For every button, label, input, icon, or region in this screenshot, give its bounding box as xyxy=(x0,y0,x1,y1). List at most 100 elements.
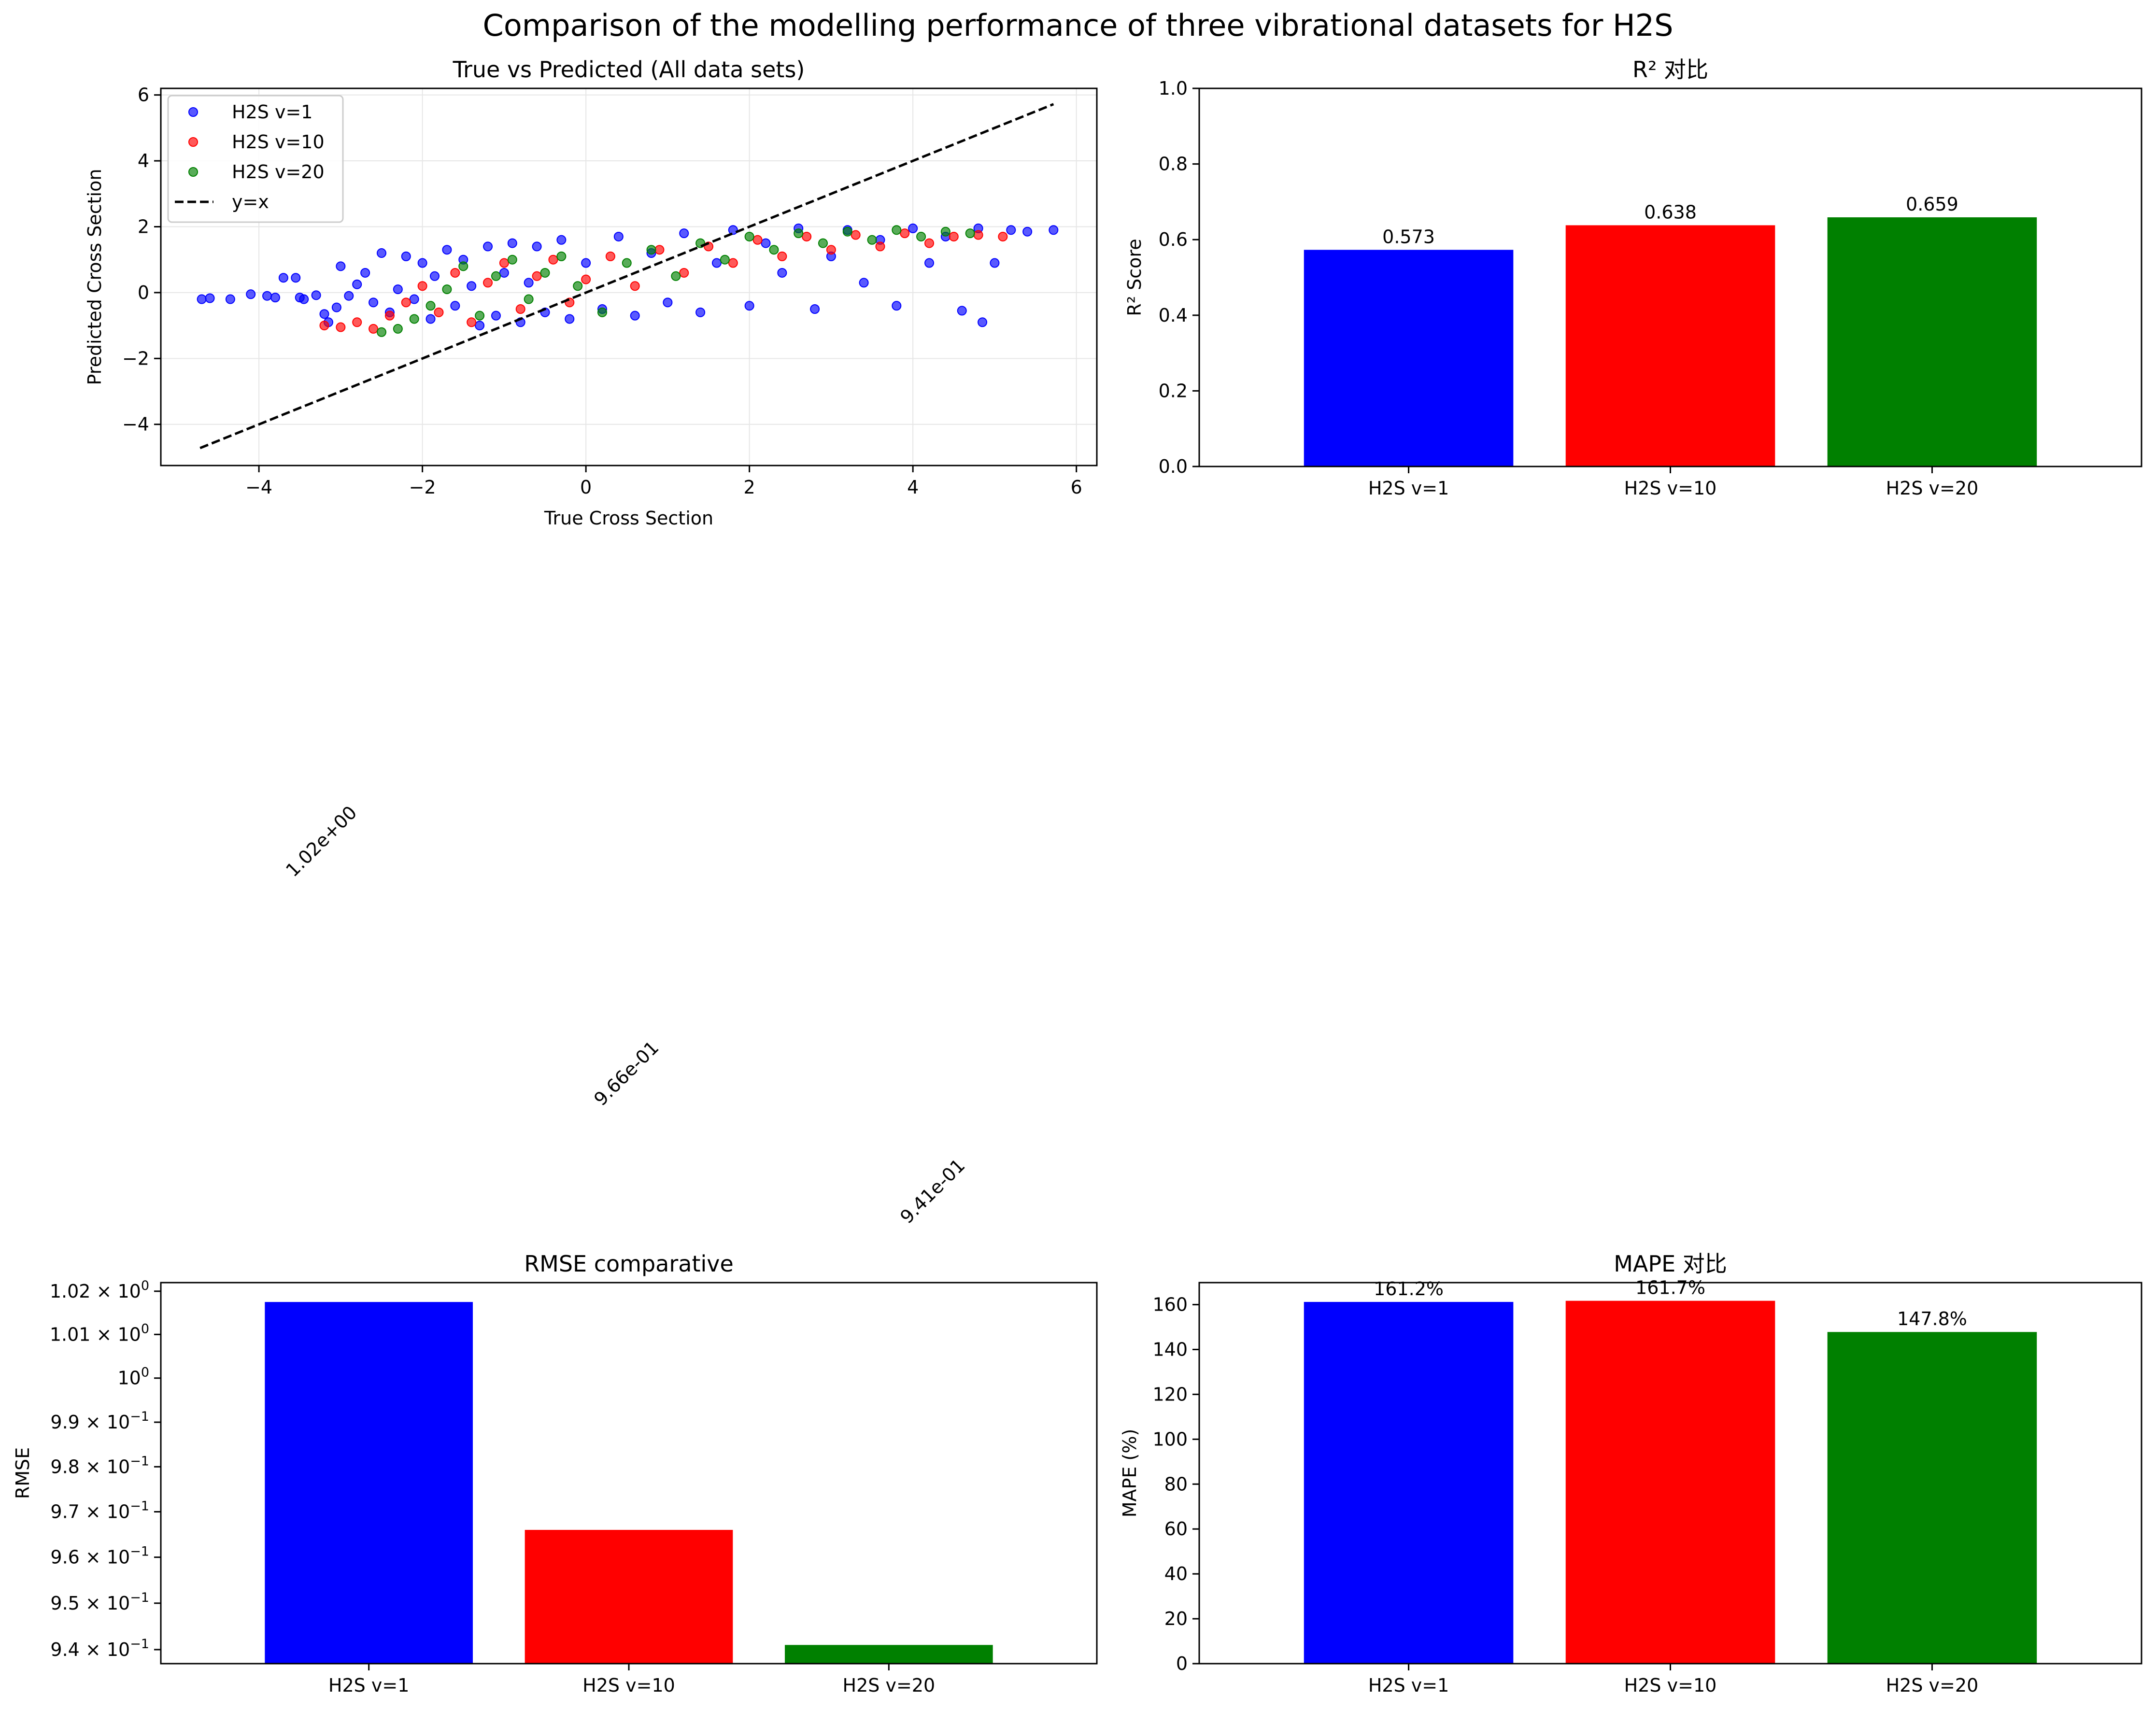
scatter-point xyxy=(352,279,362,289)
scatter-point xyxy=(605,251,615,261)
scatter-point xyxy=(352,317,362,327)
legend-marker xyxy=(188,107,198,117)
scatter-point xyxy=(548,254,558,265)
scatter-point xyxy=(949,231,959,241)
scatter-point xyxy=(581,274,591,284)
scatter-point xyxy=(507,238,517,248)
scatter-point xyxy=(426,301,436,311)
bar xyxy=(1827,217,2037,466)
bar xyxy=(1304,250,1514,466)
scatter-point xyxy=(978,317,988,327)
bar-value-label: 161.7% xyxy=(1635,1277,1705,1299)
tick-exponent: −1 xyxy=(130,1544,149,1559)
tick-base: 9.6 × 10 xyxy=(50,1547,130,1568)
scatter-point xyxy=(777,268,787,278)
x-tick-label: H2S v=10 xyxy=(1624,1675,1717,1696)
tick-base: 10 xyxy=(117,1368,141,1389)
scatter-point xyxy=(430,271,440,281)
x-tick-label: 4 xyxy=(907,477,919,498)
scatter-point xyxy=(556,251,567,261)
y-tick-label: 0.6 xyxy=(1159,229,1188,250)
panel-title: RMSE comparative xyxy=(524,1251,734,1277)
bar xyxy=(1565,1300,1775,1664)
scatter-point xyxy=(384,311,395,321)
y-tick-label: 120 xyxy=(1152,1384,1188,1405)
bar xyxy=(785,1645,993,1664)
bar xyxy=(265,1302,473,1664)
legend-marker xyxy=(188,167,198,177)
y-tick-label: −2 xyxy=(122,348,149,369)
scatter-point xyxy=(409,294,419,304)
scatter-point xyxy=(369,297,379,308)
scatter-point xyxy=(671,271,681,281)
scatter-point xyxy=(613,231,624,241)
scatter-point xyxy=(299,294,309,304)
y-tick-label: 4 xyxy=(138,150,149,171)
y-tick-label: −4 xyxy=(122,414,149,435)
scatter-point xyxy=(376,248,386,258)
scatter-point xyxy=(442,284,452,295)
plot-frame xyxy=(160,1282,1098,1665)
scatter-point xyxy=(679,268,689,278)
bar xyxy=(525,1530,733,1664)
scatter-point xyxy=(826,245,836,255)
scatter-point xyxy=(515,304,525,314)
y-tick-label: 0.4 xyxy=(1159,305,1188,326)
scatter-point xyxy=(679,228,689,239)
scatter-point xyxy=(483,241,493,252)
scatter-point xyxy=(401,297,411,308)
tick-exponent: −1 xyxy=(130,1409,149,1424)
scatter-point xyxy=(875,241,885,252)
legend-entry: y=x xyxy=(232,191,269,212)
bar xyxy=(1304,1301,1514,1664)
scatter-point xyxy=(990,258,1000,268)
y-tick-label: 100 xyxy=(1152,1428,1188,1450)
x-tick-label: H2S v=10 xyxy=(1624,478,1717,499)
scatter-point xyxy=(475,311,485,321)
scatter-point xyxy=(262,291,272,301)
x-tick-label: H2S v=1 xyxy=(328,1675,409,1696)
scatter-point xyxy=(319,321,329,331)
scatter-point xyxy=(344,291,354,301)
tick-base: 1.02 × 10 xyxy=(50,1281,141,1302)
rmse-bar-panel: H2S v=1 1.02e+00 H2S v=10 9.66e-01 H2S v=20 9… xyxy=(12,802,1098,1696)
scatter-point xyxy=(458,261,468,271)
x-tick-label: 2 xyxy=(744,477,755,498)
y-axis-label: MAPE (%) xyxy=(1119,1429,1140,1518)
tick-base: 9.8 × 10 xyxy=(50,1456,130,1477)
plot-frame xyxy=(1198,1282,2142,1665)
scatter-point xyxy=(654,245,665,255)
scatter-point xyxy=(916,231,926,241)
y-tick-label: 140 xyxy=(1152,1339,1188,1360)
scatter-point xyxy=(291,273,301,283)
scatter-point xyxy=(818,238,828,248)
scatter-title: True vs Predicted (All data sets) xyxy=(453,57,805,83)
scatter-point xyxy=(499,268,509,278)
scatter-point xyxy=(744,231,754,241)
scatter-point xyxy=(376,327,386,337)
y-tick-label: 0.2 xyxy=(1159,380,1188,401)
x-tick-label: H2S v=1 xyxy=(1368,478,1449,499)
bar xyxy=(1565,225,1775,466)
bar-value-label: 161.2% xyxy=(1374,1278,1444,1300)
scatter-point xyxy=(998,231,1008,241)
tick-exponent: 0 xyxy=(141,1365,149,1380)
scatter-point xyxy=(450,301,460,311)
scatter-point xyxy=(319,309,329,319)
y-tick-label: 40 xyxy=(1164,1563,1188,1584)
x-axis-label: True Cross Section xyxy=(544,508,713,529)
scatter-panel: −4 −2 0 2 4 6 −4 −2 0 2 4 6 True vs Predicted (All d… xyxy=(84,57,1098,529)
scatter-point xyxy=(711,258,722,268)
y-axis-label: R² Score xyxy=(1124,239,1145,316)
scatter-point xyxy=(802,231,812,241)
y-tick-label: 100 xyxy=(117,1365,149,1389)
scatter-point xyxy=(467,317,477,327)
y-tick-label: 20 xyxy=(1164,1608,1188,1629)
scatter-point xyxy=(331,302,341,312)
identity-line xyxy=(199,103,1054,450)
r2-bar-panel: H2S v=1 0.573 H2S v=10 0.638 H2S v=20 0.659 0.… xyxy=(1124,57,2142,499)
scatter-point xyxy=(630,311,640,321)
x-tick-label: 6 xyxy=(1071,477,1082,498)
scatter-point xyxy=(491,271,501,281)
bar xyxy=(1827,1332,2037,1664)
